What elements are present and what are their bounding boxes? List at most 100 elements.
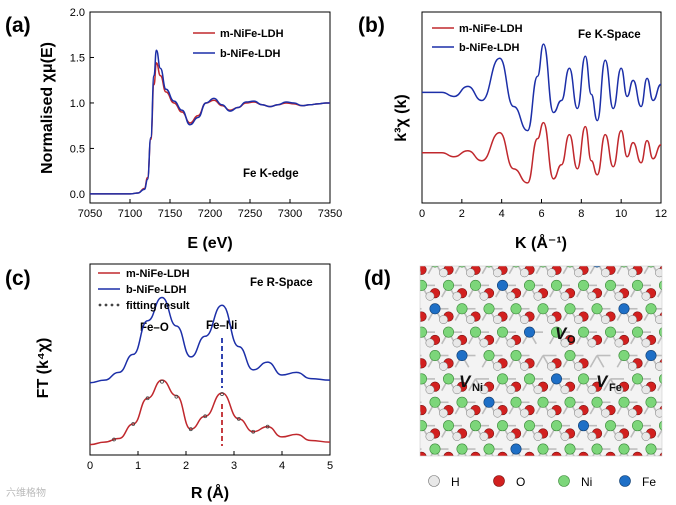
legend-label-b-nife-ldh: b-NiFe-LDH xyxy=(220,48,281,60)
h-atom xyxy=(669,292,676,300)
data-point-fitting-result xyxy=(220,392,224,396)
h-atom xyxy=(655,408,662,418)
x-tick-label: 7300 xyxy=(278,208,302,220)
h-atom xyxy=(601,408,610,418)
ni-atom xyxy=(564,443,576,455)
o-atom xyxy=(659,452,662,456)
bond xyxy=(562,266,569,275)
h-atom xyxy=(641,291,651,301)
bond xyxy=(408,402,415,414)
h-atom xyxy=(547,315,556,325)
h-atom xyxy=(420,316,421,323)
ni-atom xyxy=(510,303,522,315)
ni-atom xyxy=(403,304,413,314)
h-atom xyxy=(506,338,516,348)
fe-atom xyxy=(550,373,562,385)
o-atom xyxy=(632,451,643,456)
svg-text:Ni: Ni xyxy=(472,382,483,394)
bond xyxy=(401,262,408,274)
ni-atom xyxy=(537,396,549,408)
bond xyxy=(401,309,408,321)
ni-atom xyxy=(442,373,454,385)
ni-atom xyxy=(577,279,589,291)
plot-frame-c xyxy=(89,263,331,456)
h-atom xyxy=(506,291,516,301)
h-atom xyxy=(425,338,435,348)
h-atom xyxy=(574,361,583,371)
panel-label-c: (c) xyxy=(5,267,31,290)
ni-atom xyxy=(631,373,643,385)
y-ticks-a: 0.0 0.5 1.0 1.5 2.0 xyxy=(70,7,94,201)
h-atom xyxy=(560,432,570,441)
fe-atom xyxy=(645,350,657,362)
h-atom xyxy=(452,291,462,301)
bond xyxy=(408,309,415,321)
ni-atom xyxy=(442,279,454,291)
ni-atom xyxy=(591,396,603,408)
bond xyxy=(657,288,662,298)
h-atom xyxy=(628,315,637,325)
legend-b: m-NiFe-LDH b-NiFe-LDH xyxy=(432,23,523,54)
fe-atom xyxy=(618,303,630,315)
series-lines-b xyxy=(422,43,662,184)
y-tick-label: 0.0 xyxy=(70,189,85,201)
ni-atom xyxy=(577,326,589,338)
panel-a: (a) E (eV) Normalised χμ(E) Fe K-edge 70… xyxy=(5,7,342,252)
ni-atom xyxy=(496,420,508,432)
h-atom xyxy=(495,455,500,456)
h-atom xyxy=(614,385,624,395)
x-tick-label: 7050 xyxy=(78,208,102,220)
h-atom xyxy=(628,408,637,418)
h-atom xyxy=(574,408,583,418)
h-atom xyxy=(420,363,421,370)
h-atom xyxy=(603,455,608,456)
o-atom xyxy=(578,451,589,456)
series-line-m-nife-ldh xyxy=(89,62,330,195)
legend-label-o: O xyxy=(516,475,525,489)
x-tick-label: 12 xyxy=(655,208,667,220)
h-atom xyxy=(560,385,570,395)
fe-atom xyxy=(496,279,508,291)
x-tick-label: 0 xyxy=(87,460,93,472)
h-atom xyxy=(655,361,662,371)
bond xyxy=(535,266,542,275)
x-tick-label: 7100 xyxy=(118,208,142,220)
ni-atom xyxy=(420,326,427,338)
ni-atom xyxy=(564,303,576,315)
bond xyxy=(589,266,596,275)
svg-text:O: O xyxy=(567,334,576,346)
atom-legend: H O Ni Fe xyxy=(428,475,656,489)
fe-atom xyxy=(483,396,495,408)
ni-atom xyxy=(510,396,522,408)
bond xyxy=(665,332,672,344)
bond xyxy=(401,356,408,368)
series-line-m-nife-ldh xyxy=(422,121,662,184)
bond xyxy=(671,449,676,461)
y-tick-label: 2.0 xyxy=(70,7,85,19)
y-tick-label: 1.5 xyxy=(70,52,85,64)
ni-atom xyxy=(537,443,549,455)
ni-atom xyxy=(631,420,643,432)
panel-b: (b) K (Å⁻¹) k³χ (k) Fe K-Space 0 2 4 6 8 10 12… xyxy=(358,11,667,252)
bond xyxy=(665,426,672,438)
h-atom xyxy=(601,315,610,325)
h-atom xyxy=(533,291,543,301)
ni-atom xyxy=(456,443,468,455)
bond xyxy=(454,266,461,275)
svg-text:V: V xyxy=(555,324,568,343)
h-atom xyxy=(574,268,583,278)
legend-label-ni: Ni xyxy=(581,475,592,489)
data-point-fitting-result xyxy=(145,396,150,401)
h-atom xyxy=(522,455,527,456)
ni-atom xyxy=(577,373,589,385)
h-atom xyxy=(587,291,597,301)
series-line-b-nife-ldh xyxy=(89,296,331,384)
legend-label-fitting-result: fitting result xyxy=(126,300,190,312)
svg-text:V: V xyxy=(596,372,609,391)
ni-atom xyxy=(631,279,643,291)
x-ticks-a: 7050 7100 7150 7200 7250 7300 7350 xyxy=(78,199,342,220)
h-atom xyxy=(425,385,435,395)
ni-atom xyxy=(564,396,576,408)
legend-label-b-nife-ldh: b-NiFe-LDH xyxy=(126,284,187,296)
legend-label-m-nife-ldh: m-NiFe-LDH xyxy=(459,23,523,35)
